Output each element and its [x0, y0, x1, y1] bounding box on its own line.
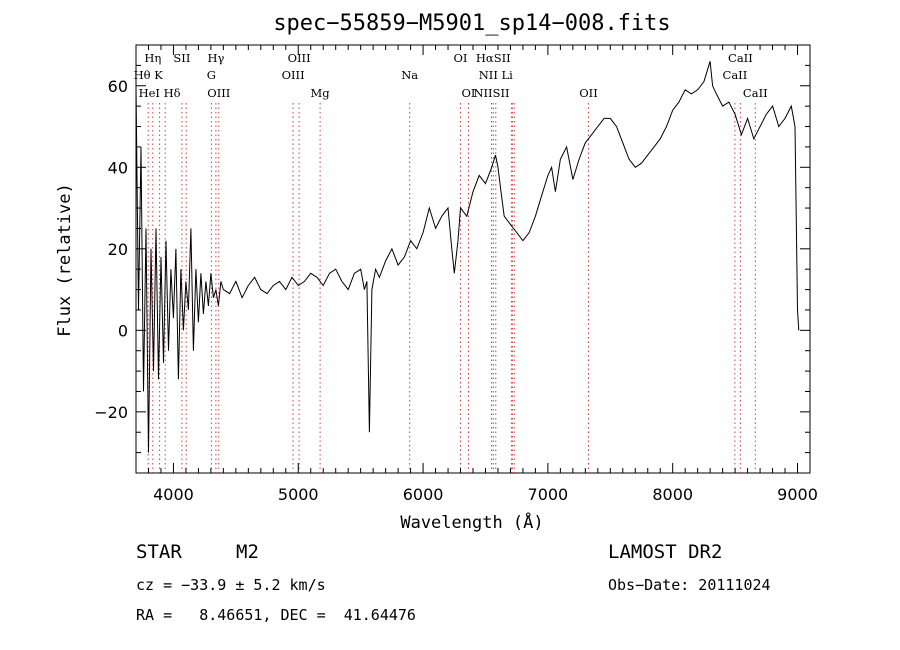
line-label: NIISII	[473, 86, 509, 100]
redshift-cz: cz = −33.9 ± 5.2 km/s	[136, 576, 326, 594]
plot-frame	[135, 44, 811, 474]
line-label: Hη	[144, 51, 161, 65]
line-label: OIII	[207, 86, 230, 100]
y-tick-label: 60	[108, 77, 128, 96]
spectrum-line	[135, 61, 800, 453]
line-labels: Hη SII Hγ OIII OI HαSII CaII Hθ K G OIII Na NII Li C…	[134, 51, 768, 100]
x-axis-label: Wavelength (Å)	[400, 511, 543, 533]
line-label: Mg	[311, 86, 331, 100]
line-label: Na	[401, 68, 418, 82]
line-label: OI	[454, 51, 468, 65]
x-tick-label: 8000	[652, 485, 693, 504]
x-tick-label: 6000	[403, 485, 444, 504]
line-label: OI	[462, 86, 476, 100]
x-tick-label: 5000	[278, 485, 319, 504]
line-label: OIII	[288, 51, 311, 65]
object-class: STAR	[136, 541, 182, 563]
line-label: HαSII	[476, 51, 511, 65]
line-label: OIII	[282, 68, 305, 82]
x-tick-labels: 4000 5000 6000 7000 8000 9000	[153, 485, 818, 504]
line-label: HeI Hδ	[139, 86, 181, 100]
y-axis-label: Flux (relative)	[55, 183, 75, 337]
x-tick-label: 7000	[528, 485, 569, 504]
line-label: SII	[173, 51, 190, 65]
y-tick-label: 0	[118, 321, 128, 340]
line-label: OII	[579, 86, 598, 100]
observation-date: Obs−Date: 20111024	[608, 576, 771, 594]
object-subclass: M2	[236, 541, 259, 563]
line-label: CaII	[728, 51, 753, 65]
line-label: Hγ	[207, 51, 224, 65]
line-label: G	[207, 68, 216, 82]
y-tick-labels: −20 0 20 40 60	[94, 77, 128, 422]
line-label: CaII	[743, 86, 768, 100]
line-label: NII Li	[479, 68, 513, 82]
y-tick-label: 40	[108, 158, 128, 177]
line-markers	[147, 103, 756, 473]
x-tick-label: 9000	[777, 485, 818, 504]
axis-ticks	[135, 44, 811, 474]
survey-name: LAMOST DR2	[608, 541, 723, 563]
line-label: Hθ K	[134, 68, 164, 82]
line-label: CaII	[723, 68, 748, 82]
x-tick-label: 4000	[153, 485, 194, 504]
coordinates: RA = 8.46651, DEC = 41.64476	[136, 606, 416, 624]
y-tick-label: −20	[94, 403, 128, 422]
chart-title: spec−55859−M5901_sp14−008.fits	[273, 11, 670, 36]
y-tick-label: 20	[108, 240, 128, 259]
